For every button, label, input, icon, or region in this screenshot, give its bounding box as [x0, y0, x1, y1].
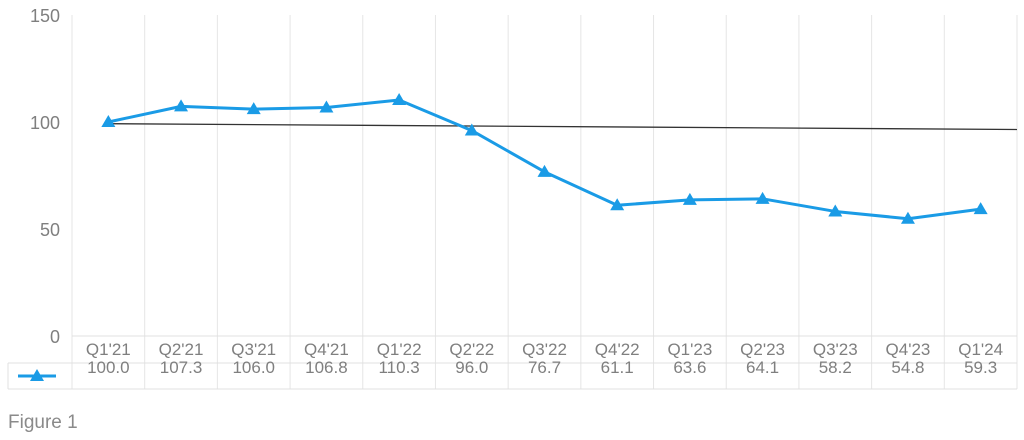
x-tick-label: Q2'23: [740, 340, 785, 359]
y-axis: 0 50 100 150: [30, 6, 60, 347]
data-point-marker: [828, 204, 843, 217]
data-point-marker: [101, 115, 116, 127]
data-point-marker: [392, 92, 407, 105]
trendline: [108, 123, 1018, 131]
y-tick-label: 150: [30, 6, 60, 26]
x-tick-label: Q1'24: [958, 340, 1003, 359]
series-line: [108, 98, 981, 221]
x-tick-label: Q1'22: [377, 340, 422, 359]
data-point-marker: [755, 191, 770, 204]
y-tick-label: 0: [50, 327, 60, 347]
data-point-marker: [900, 211, 915, 224]
data-point-marker: [973, 202, 988, 215]
x-tick-label: Q1'23: [667, 340, 712, 359]
data-point-marker: [610, 198, 625, 211]
x-tick-label: Q4'23: [886, 340, 931, 359]
figure-caption: Figure 1: [8, 412, 78, 433]
legend-key-marker: [30, 369, 44, 381]
x-tick-label: Q2'22: [449, 340, 494, 359]
x-tick-label: Q4'21: [304, 340, 349, 359]
data-point-marker: [464, 123, 479, 136]
data-table-value: 76.7: [528, 358, 561, 377]
y-tick-label: 50: [40, 220, 60, 240]
data-point-marker: [682, 192, 697, 205]
data-table-value: 107.3: [160, 358, 203, 377]
y-tick-label: 100: [30, 113, 60, 133]
x-tick-label: Q3'22: [522, 340, 567, 359]
data-table-value: 106.8: [305, 358, 348, 377]
x-tick-label: Q1'21: [86, 340, 131, 359]
x-tick-label: Q3'23: [813, 340, 858, 359]
x-tick-label: Q2'21: [159, 340, 204, 359]
data-table-value: 106.0: [232, 358, 275, 377]
data-table-value: 58.2: [819, 358, 852, 377]
data-table-value: 54.8: [891, 358, 924, 377]
trendline-layer: [108, 123, 1018, 131]
data-point-marker: [537, 164, 552, 177]
data-table-value: 100.0: [87, 358, 130, 377]
x-tick-label: Q3'21: [231, 340, 276, 359]
grid-lines: [71, 15, 1018, 389]
data-table-value: 61.1: [601, 358, 634, 377]
data-table-value: 110.3: [378, 358, 419, 377]
x-tick-label: Q4'22: [595, 340, 640, 359]
data-table: Q1'21 Q2'21 Q3'21 Q4'21 Q1'22 Q2'22 Q3'22 Q4'22…: [7, 335, 1017, 390]
data-point-marker: [174, 99, 189, 112]
data-table-value: 64.1: [746, 358, 779, 377]
series-layer: [101, 92, 988, 224]
data-table-value: 63.6: [673, 358, 706, 377]
data-table-value: 59.3: [964, 358, 997, 377]
data-table-value: 96.0: [455, 358, 488, 377]
data-point-marker: [246, 102, 261, 115]
data-point-marker: [319, 100, 334, 113]
